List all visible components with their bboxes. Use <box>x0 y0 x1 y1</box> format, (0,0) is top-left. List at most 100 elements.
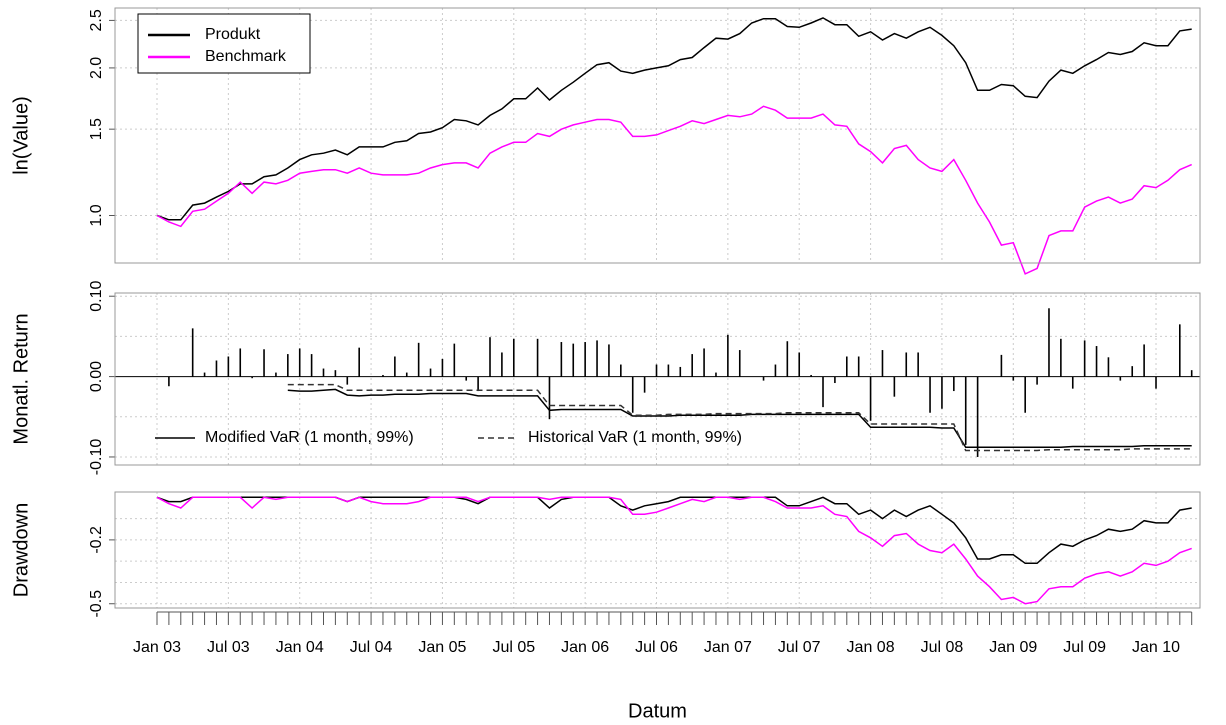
series-line <box>156 17 1192 221</box>
bar <box>869 376 872 421</box>
x-tick-label: Jul 08 <box>921 639 964 656</box>
bar <box>1036 376 1038 385</box>
bar <box>762 376 765 381</box>
series-line <box>156 105 1192 275</box>
bar <box>631 376 634 413</box>
x-tick-label: Jan 06 <box>561 639 609 656</box>
bar <box>358 347 360 377</box>
bar <box>215 360 218 377</box>
bar <box>608 344 610 377</box>
bar <box>203 372 206 377</box>
bar <box>738 350 741 377</box>
x-tick-label: Jan 10 <box>1132 639 1180 656</box>
bar <box>917 352 919 377</box>
bar <box>191 328 194 377</box>
bar <box>560 342 563 377</box>
bar <box>643 376 646 393</box>
legend-label: Produkt <box>205 26 261 43</box>
x-tick-label: Jan 05 <box>418 639 466 656</box>
y-axis-title: Monatl. Return <box>10 313 32 444</box>
bar <box>1083 340 1086 377</box>
legend-box <box>137 13 311 74</box>
y-axis-title: ln(Value) <box>10 96 32 175</box>
bar <box>465 376 468 381</box>
bar <box>298 348 301 377</box>
bar <box>893 376 896 397</box>
bar <box>905 352 908 377</box>
bar <box>405 372 408 377</box>
bar <box>334 370 337 377</box>
bar <box>275 372 277 377</box>
y-axis-title: Drawdown <box>10 503 32 597</box>
bar <box>715 372 717 377</box>
bar <box>810 374 812 377</box>
x-tick-label: Jul 09 <box>1063 639 1106 656</box>
legend-label: Benchmark <box>205 48 287 65</box>
y-tick-label: 2.5 <box>88 9 105 31</box>
bar <box>501 352 503 377</box>
panel-border <box>114 7 1201 264</box>
y-tick-label: -0.2 <box>88 526 105 554</box>
bar <box>798 352 801 377</box>
x-tick-label: Jul 05 <box>492 639 535 656</box>
bar <box>1000 354 1003 377</box>
bar <box>394 356 396 377</box>
bar <box>774 364 777 377</box>
bar <box>964 376 967 445</box>
bar <box>239 348 242 377</box>
bar <box>953 376 955 392</box>
bar <box>346 376 349 385</box>
bar <box>572 343 575 377</box>
bar <box>489 337 491 377</box>
x-tick-label: Jan 07 <box>704 639 752 656</box>
bar <box>976 376 979 457</box>
bar <box>1071 376 1074 389</box>
bar <box>845 356 848 377</box>
bar <box>287 354 289 377</box>
bar <box>691 354 693 377</box>
y-tick-label: 0.10 <box>88 281 105 312</box>
series-line <box>156 496 1192 605</box>
series-line <box>287 383 1192 452</box>
y-tick-label: 2.0 <box>88 57 105 79</box>
bar <box>596 340 598 377</box>
panel-border <box>114 292 1201 466</box>
x-tick-label: Jan 04 <box>276 639 324 656</box>
bar <box>227 356 230 377</box>
bar <box>834 376 836 384</box>
bar <box>417 342 420 377</box>
x-tick-label: Jul 04 <box>350 639 393 656</box>
bar <box>857 356 860 377</box>
x-tick-label: Jul 03 <box>207 639 250 656</box>
bar <box>1024 376 1026 413</box>
bar <box>1190 370 1193 377</box>
bar <box>929 376 931 413</box>
bar <box>441 358 444 377</box>
panel-border <box>114 491 1201 609</box>
bar <box>477 376 479 392</box>
y-tick-label: 1.0 <box>88 204 105 226</box>
bar <box>655 364 658 377</box>
bar <box>941 376 943 409</box>
bar <box>1143 344 1145 377</box>
bar <box>1048 308 1050 377</box>
bar <box>548 376 551 420</box>
y-tick-label: 1.5 <box>88 118 105 140</box>
bar <box>786 341 789 377</box>
x-tick-label: Jan 09 <box>989 639 1037 656</box>
y-tick-label: -0.5 <box>88 590 105 618</box>
bar <box>310 354 313 377</box>
bar <box>727 334 729 377</box>
bar <box>822 376 824 408</box>
bar <box>667 364 670 377</box>
y-tick-label: -0.10 <box>88 439 105 476</box>
bar <box>679 366 682 377</box>
bar <box>382 374 384 377</box>
bar <box>1107 357 1110 377</box>
bar <box>536 338 539 377</box>
legend-label: Modified VaR (1 month, 99%) <box>205 429 414 446</box>
series-line <box>287 388 1192 449</box>
x-tick-label: Jan 03 <box>133 639 181 656</box>
bar <box>703 348 705 377</box>
